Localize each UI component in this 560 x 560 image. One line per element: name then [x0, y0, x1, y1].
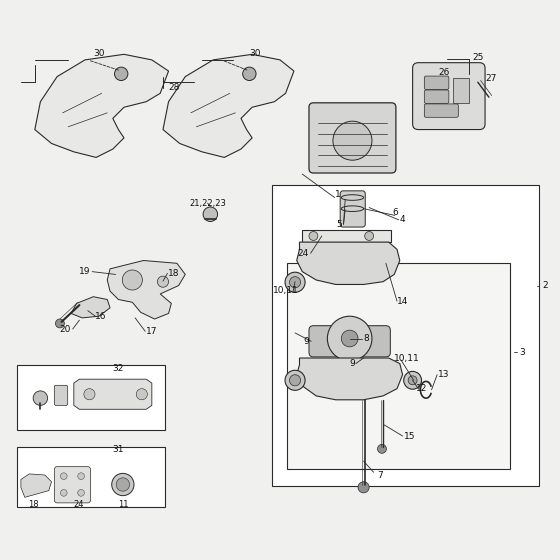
Text: 18: 18: [29, 500, 39, 508]
Text: 19: 19: [79, 267, 91, 276]
Polygon shape: [21, 474, 52, 497]
FancyBboxPatch shape: [424, 104, 458, 117]
Polygon shape: [71, 297, 110, 318]
Circle shape: [60, 489, 67, 496]
Circle shape: [84, 389, 95, 400]
FancyBboxPatch shape: [453, 78, 469, 103]
Text: 18: 18: [169, 269, 180, 278]
Text: 24: 24: [298, 249, 309, 258]
Circle shape: [60, 473, 67, 479]
FancyBboxPatch shape: [17, 447, 165, 507]
Circle shape: [358, 482, 369, 493]
Text: 28: 28: [169, 83, 180, 92]
FancyBboxPatch shape: [272, 185, 539, 486]
Circle shape: [33, 391, 48, 405]
Text: 31: 31: [113, 445, 124, 455]
Circle shape: [290, 375, 301, 386]
Circle shape: [55, 319, 64, 328]
Text: 14: 14: [397, 297, 408, 306]
Polygon shape: [108, 260, 185, 319]
Circle shape: [365, 231, 374, 240]
Text: 8: 8: [363, 334, 369, 343]
Text: 30: 30: [249, 49, 260, 58]
Circle shape: [111, 473, 134, 496]
Text: 2: 2: [542, 281, 548, 290]
Circle shape: [408, 376, 417, 385]
FancyBboxPatch shape: [287, 263, 510, 469]
Text: 5: 5: [337, 220, 343, 229]
Circle shape: [157, 276, 169, 287]
Text: 6: 6: [392, 208, 398, 217]
Polygon shape: [163, 54, 294, 157]
Polygon shape: [297, 358, 403, 400]
Circle shape: [290, 277, 301, 288]
Text: 9: 9: [349, 359, 355, 368]
Text: 10,11: 10,11: [394, 353, 420, 362]
Text: 15: 15: [404, 432, 416, 441]
FancyBboxPatch shape: [340, 191, 365, 227]
Polygon shape: [74, 379, 152, 409]
Circle shape: [136, 389, 147, 400]
Circle shape: [114, 67, 128, 81]
FancyBboxPatch shape: [424, 90, 449, 104]
FancyBboxPatch shape: [424, 76, 449, 90]
Text: 1: 1: [335, 190, 341, 199]
Circle shape: [404, 371, 422, 389]
FancyBboxPatch shape: [17, 365, 165, 431]
Circle shape: [78, 473, 85, 479]
Text: 27: 27: [485, 74, 496, 83]
Circle shape: [309, 231, 318, 240]
Text: 24: 24: [73, 500, 83, 508]
Text: 12: 12: [417, 384, 428, 393]
Circle shape: [78, 489, 85, 496]
FancyBboxPatch shape: [309, 326, 390, 357]
Circle shape: [285, 272, 305, 292]
Text: 26: 26: [438, 68, 450, 77]
Text: 7: 7: [377, 470, 383, 479]
Text: 21,22,23: 21,22,23: [189, 199, 226, 208]
FancyBboxPatch shape: [309, 103, 396, 173]
Text: 13: 13: [437, 370, 449, 379]
Polygon shape: [35, 54, 169, 157]
Circle shape: [341, 330, 358, 347]
Circle shape: [203, 207, 218, 222]
Text: 32: 32: [113, 363, 124, 372]
Circle shape: [285, 370, 305, 390]
Text: 30: 30: [93, 49, 105, 58]
FancyBboxPatch shape: [54, 385, 68, 405]
Circle shape: [122, 270, 142, 290]
Text: 11: 11: [118, 500, 128, 508]
FancyBboxPatch shape: [413, 63, 485, 129]
Text: 3: 3: [520, 348, 525, 357]
FancyBboxPatch shape: [302, 230, 391, 242]
Circle shape: [377, 445, 386, 453]
Circle shape: [242, 67, 256, 81]
Text: 10,11: 10,11: [273, 286, 298, 295]
Polygon shape: [297, 242, 400, 284]
FancyBboxPatch shape: [54, 466, 91, 503]
Circle shape: [333, 121, 372, 160]
Text: 17: 17: [146, 327, 157, 336]
Text: 20: 20: [60, 325, 71, 334]
Text: 25: 25: [472, 53, 483, 62]
Text: 4: 4: [400, 216, 405, 225]
Circle shape: [116, 478, 129, 491]
Text: 9: 9: [304, 337, 309, 346]
Text: 16: 16: [95, 312, 106, 321]
Circle shape: [328, 316, 372, 361]
